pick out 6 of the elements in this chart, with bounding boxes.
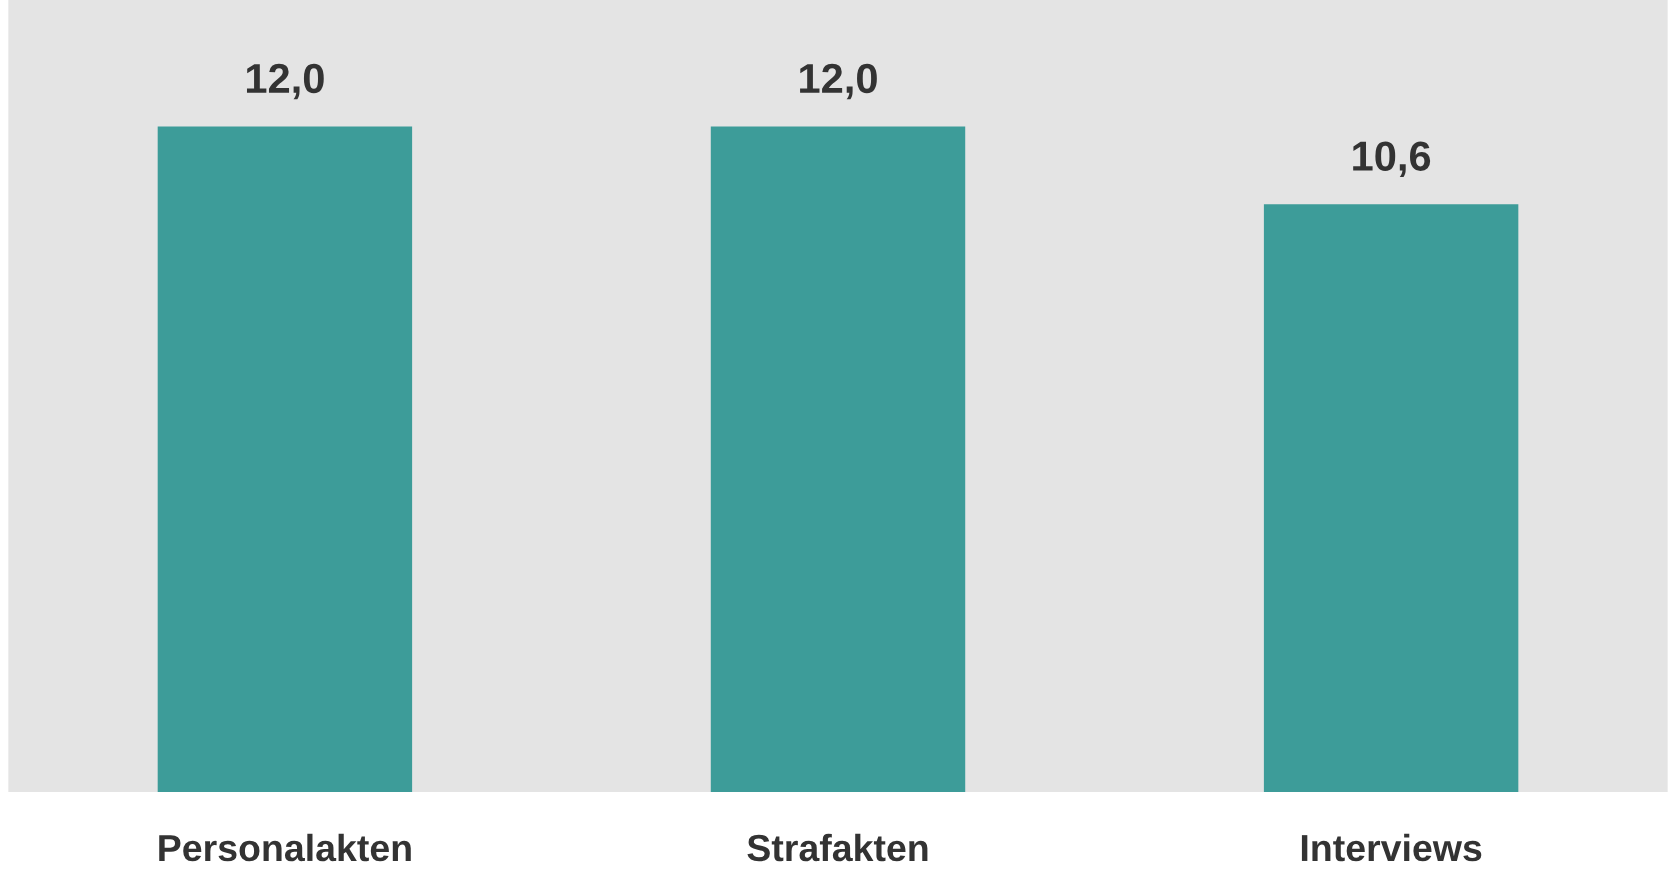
x-tick-label: Interviews (1301, 833, 1482, 862)
x-tick-label: Personalakten (159, 833, 411, 862)
data-label: 12,0 (246, 63, 324, 100)
data-label: 10,6 (1353, 141, 1431, 177)
data-label: 12,0 (800, 63, 877, 100)
x-tick-label: Strafakten (747, 833, 928, 862)
